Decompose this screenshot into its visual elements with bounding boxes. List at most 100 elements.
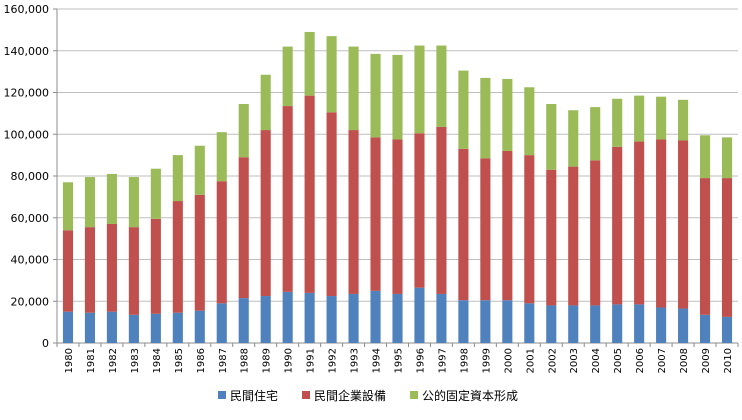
- bar-segment-3: [524, 87, 535, 156]
- bar-segment-1: [282, 291, 293, 343]
- bar-segment-3: [414, 45, 425, 134]
- bar-segment-1: [458, 300, 469, 343]
- legend-swatch-2: [302, 391, 311, 399]
- x-axis-tick-label: 1994: [372, 348, 383, 373]
- x-axis-tick-label: 1999: [481, 348, 492, 373]
- x-axis-tick-label: 2006: [635, 348, 646, 373]
- bar-segment-2: [260, 130, 271, 297]
- bar-segment-3: [194, 145, 205, 195]
- x-axis-tick-label: 2004: [591, 348, 602, 373]
- bar-segment-1: [62, 311, 74, 343]
- bar-segment-3: [348, 46, 359, 131]
- y-axis-tick-label: 100,000: [4, 128, 50, 141]
- bar-segment-1: [238, 298, 249, 343]
- bar-segment-1: [678, 308, 689, 343]
- bar-segment-3: [612, 98, 623, 147]
- x-axis-tick-label: 1986: [196, 348, 207, 373]
- x-axis-tick-label: 2002: [547, 348, 558, 373]
- bar-segment-3: [84, 177, 96, 228]
- bar-segment-2: [678, 140, 689, 309]
- x-axis-tick-label: 1988: [240, 348, 251, 373]
- y-axis-tick-label: 0: [42, 337, 49, 350]
- bar-segment-3: [238, 103, 249, 158]
- bar-segment-2: [612, 146, 623, 305]
- bar-segment-1: [699, 314, 711, 343]
- x-axis-tick-label: 2009: [701, 348, 712, 373]
- y-axis-tick-label: 60,000: [11, 212, 50, 225]
- bar-segment-2: [546, 169, 557, 306]
- bar-segment-3: [502, 78, 513, 151]
- bar-segment-1: [524, 303, 535, 343]
- bar-segment-2: [370, 137, 381, 291]
- bar-segment-2: [348, 130, 359, 294]
- y-axis-tick-label: 80,000: [11, 170, 50, 183]
- bar-segment-2: [414, 133, 425, 288]
- bar-segment-3: [634, 95, 645, 142]
- bar-segment-2: [480, 158, 491, 301]
- bar-segment-1: [128, 314, 139, 343]
- bar-segment-1: [348, 293, 359, 343]
- bar-segment-3: [721, 137, 733, 179]
- bar-segment-3: [128, 177, 139, 228]
- bar-segment-2: [62, 230, 74, 312]
- bar-segment-2: [128, 227, 139, 315]
- x-axis-tick-label: 2001: [525, 348, 536, 373]
- x-axis-tick-label: 1985: [174, 348, 185, 373]
- bar-segment-1: [84, 312, 96, 343]
- bar-segment-1: [150, 313, 161, 343]
- bar-segment-2: [304, 95, 315, 293]
- bar-segment-2: [326, 112, 337, 297]
- bar-segment-2: [524, 155, 535, 304]
- bar-segment-3: [546, 103, 557, 170]
- bar-segment-1: [172, 312, 183, 343]
- bar-segment-2: [282, 106, 293, 292]
- bar-segment-3: [172, 155, 183, 202]
- y-axis-tick-label: 20,000: [11, 295, 50, 308]
- x-axis-tick-label: 1998: [459, 348, 470, 373]
- bar-segment-2: [699, 178, 711, 315]
- y-axis-tick-labels: 0 20,000 40,000 60,000 80,000 100,000 120,000 1…: [4, 3, 50, 350]
- bar-segment-1: [656, 307, 667, 343]
- bar-segment-1: [546, 305, 557, 343]
- bar-segment-3: [304, 31, 315, 96]
- bar-segment-1: [634, 304, 645, 343]
- bar-segment-1: [194, 310, 205, 343]
- bar-segment-3: [656, 96, 667, 140]
- bar-segment-3: [106, 173, 117, 225]
- bar-segment-3: [216, 132, 227, 182]
- y-axis-tick-label: 120,000: [4, 87, 50, 100]
- bar-segment-1: [414, 287, 425, 343]
- x-axis-tick-label: 1993: [350, 348, 361, 373]
- bar-segment-3: [326, 36, 337, 113]
- x-axis-tick-label: 1991: [306, 348, 317, 373]
- bar-segment-3: [370, 53, 381, 138]
- bar-segment-2: [150, 218, 161, 314]
- x-axis-tick-label: 2003: [569, 348, 580, 373]
- y-axis-tick-label: 140,000: [4, 45, 50, 58]
- x-axis-tick-label: 1982: [108, 348, 119, 373]
- bar-segment-3: [282, 46, 293, 107]
- bar-segment-3: [458, 70, 469, 149]
- bar-segment-3: [568, 110, 579, 167]
- bar-segment-2: [458, 148, 469, 301]
- bar-segment-2: [721, 178, 733, 317]
- x-axis-tick-label: 1987: [218, 348, 229, 373]
- x-axis-tick-label: 2007: [657, 348, 668, 373]
- x-axis-tick-label: 1984: [152, 348, 163, 373]
- bar-segment-1: [304, 292, 315, 343]
- x-axis-tick-label: 1981: [86, 348, 97, 373]
- bars: [62, 31, 733, 343]
- x-axis-tick-label: 1996: [415, 348, 426, 373]
- bar-segment-1: [106, 311, 117, 343]
- bar-segment-1: [568, 305, 579, 343]
- x-axis-tick-label: 1989: [262, 348, 273, 373]
- x-axis-tick-label: 1980: [64, 348, 75, 373]
- bar-segment-3: [392, 54, 403, 140]
- bar-segment-2: [502, 150, 513, 301]
- bar-segment-3: [480, 77, 491, 159]
- legend-swatch-1: [218, 391, 226, 399]
- legend-label-2: 民間企業設備: [314, 388, 386, 403]
- legend-label-3: 公的固定資本形成: [422, 388, 518, 403]
